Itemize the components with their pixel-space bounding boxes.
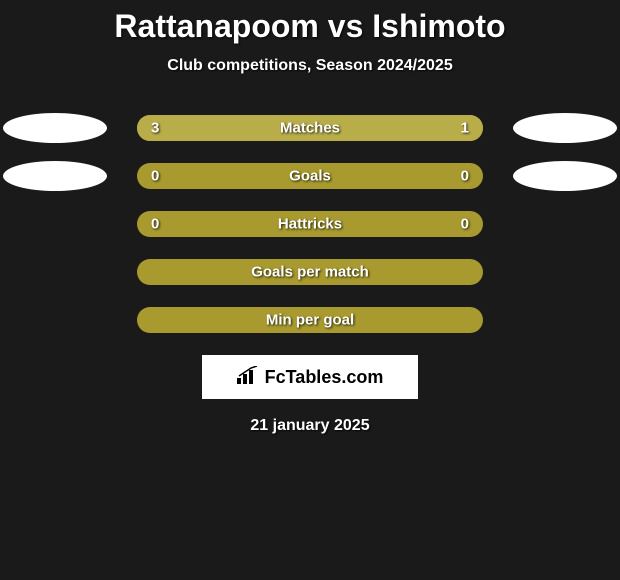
stat-row: 0 0 Goals bbox=[0, 163, 620, 189]
stat-right-value: 0 bbox=[461, 216, 469, 233]
stat-left-value: 0 bbox=[151, 216, 159, 233]
stat-label: Goals bbox=[289, 168, 331, 185]
stat-right-value: 1 bbox=[461, 120, 469, 137]
player-right-marker bbox=[513, 113, 617, 143]
stat-label: Matches bbox=[280, 120, 340, 137]
player-right-marker bbox=[513, 161, 617, 191]
bar-right-fill bbox=[397, 115, 484, 141]
spacer bbox=[513, 257, 617, 287]
stats-container: 3 1 Matches 0 0 Goals 0 0 Hattricks Goals per mat… bbox=[0, 115, 620, 333]
spacer bbox=[3, 257, 107, 287]
logo: FcTables.com bbox=[237, 366, 384, 389]
stat-row: Min per goal bbox=[0, 307, 620, 333]
spacer bbox=[513, 209, 617, 239]
chart-icon bbox=[237, 366, 259, 389]
spacer bbox=[3, 305, 107, 335]
player-left-marker bbox=[3, 113, 107, 143]
logo-box: FcTables.com bbox=[202, 355, 418, 399]
page-title: Rattanapoom vs Ishimoto bbox=[0, 8, 620, 45]
logo-text: FcTables.com bbox=[265, 367, 384, 388]
stat-bar: Min per goal bbox=[137, 307, 483, 333]
stat-bar: 0 0 Goals bbox=[137, 163, 483, 189]
stat-left-value: 3 bbox=[151, 120, 159, 137]
stat-bar: Goals per match bbox=[137, 259, 483, 285]
date-text: 21 january 2025 bbox=[0, 417, 620, 435]
stat-row: 3 1 Matches bbox=[0, 115, 620, 141]
stat-label: Min per goal bbox=[266, 312, 354, 329]
stat-label: Goals per match bbox=[251, 264, 369, 281]
stat-row: Goals per match bbox=[0, 259, 620, 285]
player-left-marker bbox=[3, 161, 107, 191]
spacer bbox=[513, 305, 617, 335]
bar-left-fill bbox=[137, 115, 397, 141]
comparison-infographic: Rattanapoom vs Ishimoto Club competition… bbox=[0, 0, 620, 435]
subtitle: Club competitions, Season 2024/2025 bbox=[0, 57, 620, 75]
stat-bar: 0 0 Hattricks bbox=[137, 211, 483, 237]
stat-right-value: 0 bbox=[461, 168, 469, 185]
stat-label: Hattricks bbox=[278, 216, 342, 233]
stat-bar: 3 1 Matches bbox=[137, 115, 483, 141]
stat-row: 0 0 Hattricks bbox=[0, 211, 620, 237]
spacer bbox=[3, 209, 107, 239]
stat-left-value: 0 bbox=[151, 168, 159, 185]
